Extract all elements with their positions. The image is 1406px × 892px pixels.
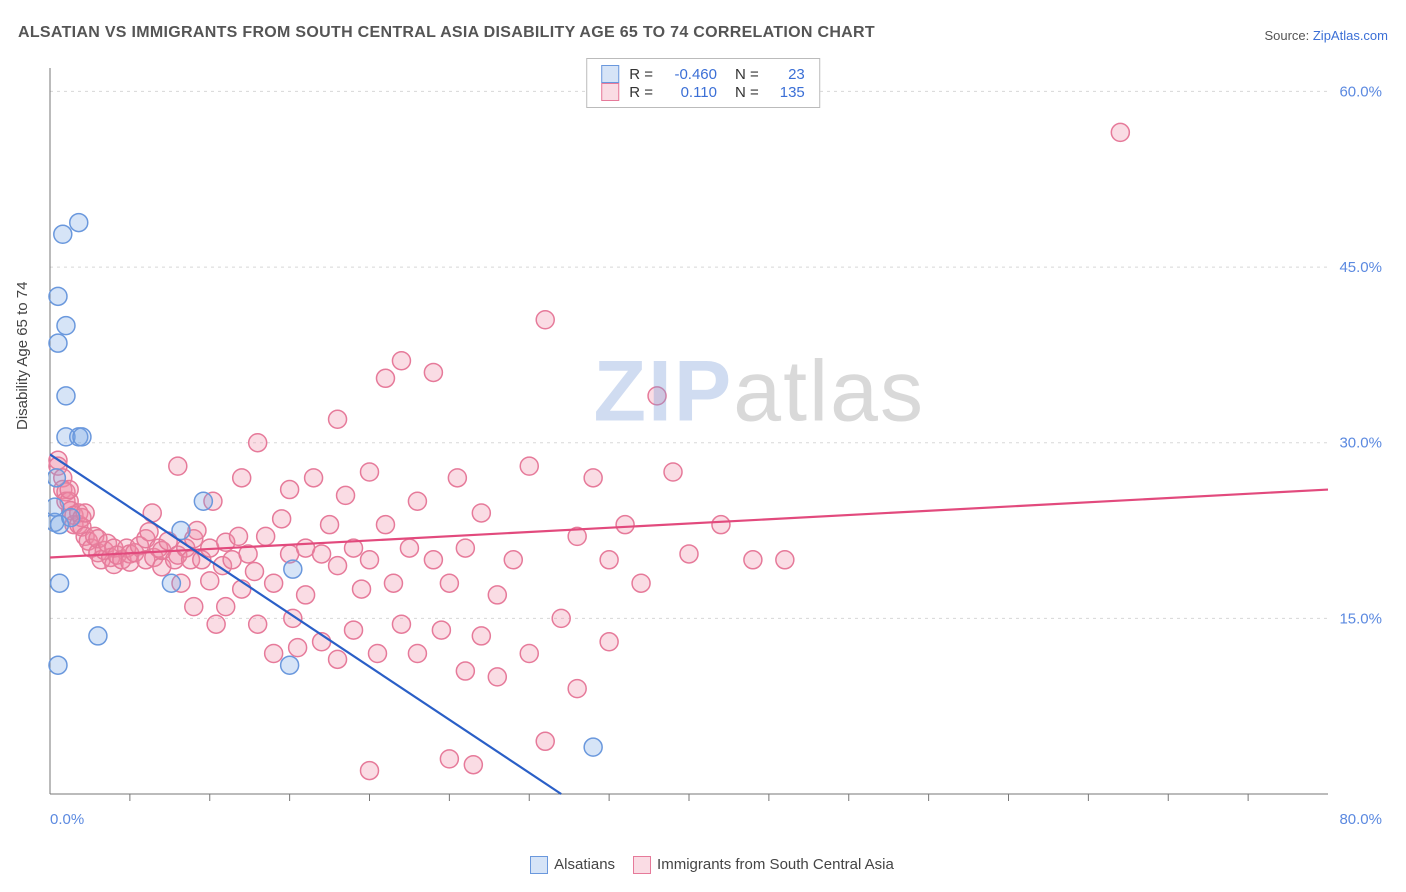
sca-legend-label: Immigrants from South Central Asia [657,856,894,873]
svg-text:60.0%: 60.0% [1339,83,1382,100]
alsatians-swatch-icon [601,65,619,83]
source-prefix: Source: [1264,28,1312,43]
y-axis-label: Disability Age 65 to 74 [14,282,31,430]
source-attribution: Source: ZipAtlas.com [1264,28,1388,43]
chart-title: ALSATIAN VS IMMIGRANTS FROM SOUTH CENTRA… [18,24,875,42]
alsatians-legend-label: Alsatians [554,856,615,873]
n-value: 135 [769,84,805,101]
svg-text:0.0%: 0.0% [50,811,84,828]
series-legend: Alsatians Immigrants from South Central A… [0,856,1406,874]
r-label: R = [629,84,653,101]
svg-text:80.0%: 80.0% [1339,811,1382,828]
chart-area: 15.0% 30.0% 45.0% 60.0% 0.0% 80.0% [48,60,1388,830]
scatter-plot: 15.0% 30.0% 45.0% 60.0% 0.0% 80.0% [48,60,1388,830]
svg-text:30.0%: 30.0% [1339,435,1382,452]
r-value: 0.110 [663,84,717,101]
source-link[interactable]: ZipAtlas.com [1313,28,1388,43]
stats-row-alsatians: R = -0.460 N = 23 [601,65,805,83]
stats-legend: R = -0.460 N = 23 R = 0.110 N = 135 [586,58,820,108]
svg-text:45.0%: 45.0% [1339,259,1382,276]
sca-swatch-icon [601,83,619,101]
n-value: 23 [769,66,805,83]
r-label: R = [629,66,653,83]
n-label: N = [735,84,759,101]
sca-legend-swatch-icon [633,856,651,874]
stats-row-sca: R = 0.110 N = 135 [601,83,805,101]
svg-text:15.0%: 15.0% [1339,610,1382,627]
r-value: -0.460 [663,66,717,83]
alsatians-legend-swatch-icon [530,856,548,874]
n-label: N = [735,66,759,83]
